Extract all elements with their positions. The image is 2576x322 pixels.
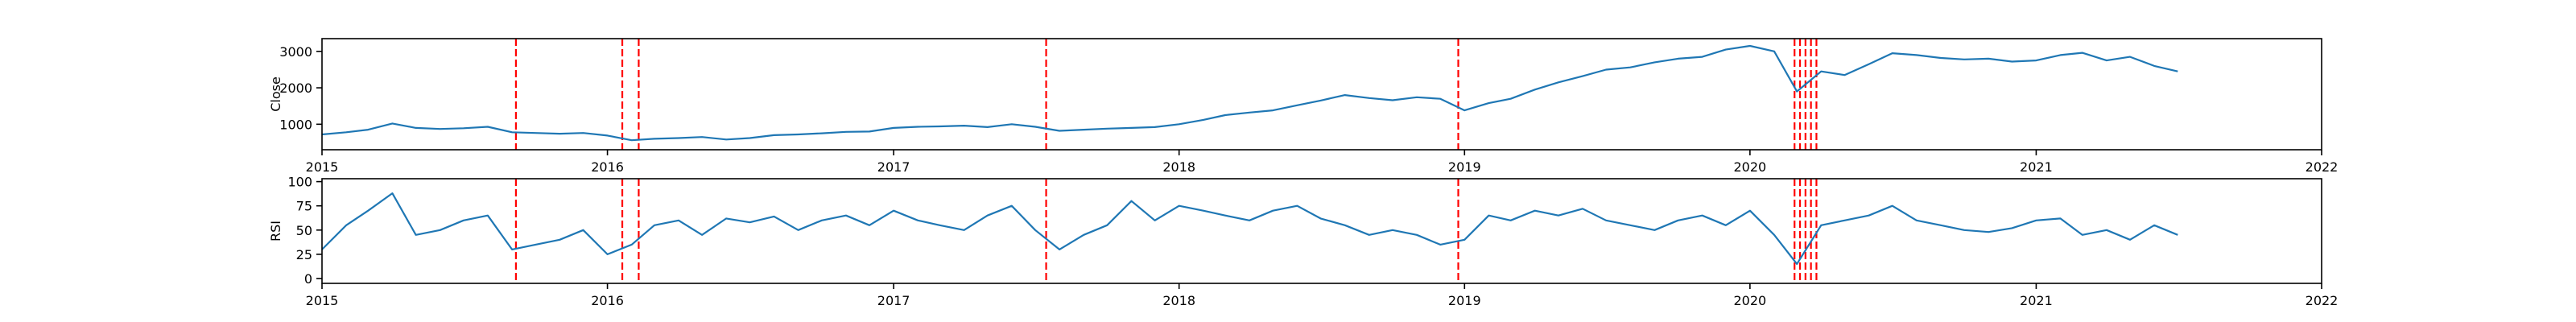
rsi-panel: 2015 2016 2017 2018 2019 2020 2021 2022 0 25 50 75… [268,175,2338,308]
rsi-line [321,192,2178,265]
close-y-ticks: 1000 2000 3000 [279,44,322,132]
rsi-y-tick-label: 75 [296,199,312,214]
close-event-lines [514,39,1818,150]
close-y-tick-label: 3000 [279,44,312,60]
rsi-y-tick-label: 100 [287,175,312,190]
rsi-x-tick-label: 2018 [1162,293,1195,308]
close-x-tick-label: 2017 [877,159,910,175]
rsi-x-tick-label: 2016 [591,293,624,308]
rsi-y-tick-label: 25 [296,247,312,262]
close-x-ticks: 2015 2016 2017 2018 2019 2020 2021 2022 [306,150,2339,175]
close-x-tick-label: 2018 [1162,159,1195,175]
rsi-x-tick-label: 2022 [2306,293,2339,308]
close-x-tick-label: 2015 [306,159,339,175]
rsi-x-tick-label: 2015 [306,293,339,308]
close-x-tick-label: 2019 [1448,159,1481,175]
rsi-event-lines [514,179,1818,283]
close-y-axis-label: Close [268,76,283,112]
rsi-x-tick-label: 2019 [1448,293,1481,308]
close-x-tick-label: 2022 [2306,159,2339,175]
close-axes-frame [321,38,2322,151]
rsi-x-tick-label: 2017 [877,293,910,308]
close-x-tick-label: 2016 [591,159,624,175]
close-x-tick-label: 2021 [2020,159,2053,175]
rsi-y-tick-label: 0 [304,271,312,287]
close-price-line [321,44,2178,142]
close-y-tick-label: 1000 [279,117,312,132]
rsi-y-axis-label: RSI [268,221,283,242]
close-y-tick-label: 2000 [279,80,312,96]
rsi-x-tick-label: 2021 [2020,293,2053,308]
rsi-y-tick-label: 50 [296,223,312,238]
rsi-x-ticks: 2015 2016 2017 2018 2019 2020 2021 2022 [306,283,2339,308]
rsi-x-tick-label: 2020 [1734,293,1767,308]
close-price-panel: 2015 2016 2017 2018 2019 2020 2021 2022 1000 200… [268,38,2339,175]
rsi-axes-frame [321,178,2322,284]
close-x-tick-label: 2020 [1734,159,1767,175]
rsi-y-ticks: 0 25 50 75 100 [287,175,322,287]
